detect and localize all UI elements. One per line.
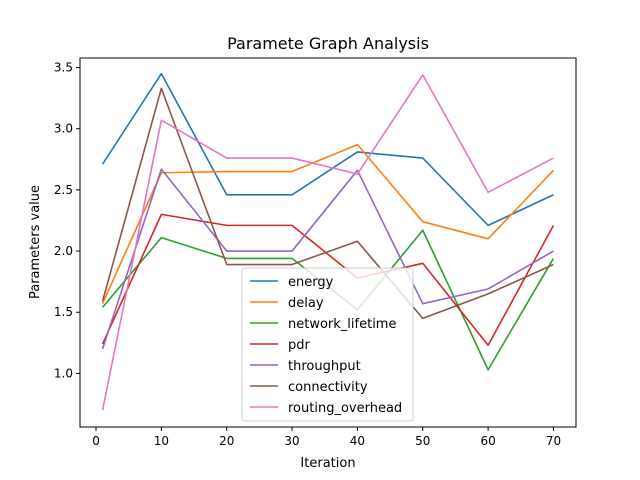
legend-label-pdr: pdr <box>288 338 311 353</box>
legend-box <box>241 267 414 422</box>
x-tick-label: 0 <box>92 434 100 448</box>
y-axis-ticks: 1.0 1.5 2.0 2.5 3.0 3.5 <box>54 61 80 380</box>
legend-label-network-lifetime: network_lifetime <box>288 317 396 332</box>
x-tick-label: 10 <box>154 434 169 448</box>
chart-title: Paramete Graph Analysis <box>227 34 429 53</box>
y-axis-label: Parameters value <box>28 185 43 299</box>
x-axis-label: Iteration <box>300 456 355 471</box>
x-tick-label: 70 <box>546 434 561 448</box>
x-tick-label: 20 <box>219 434 234 448</box>
x-tick-label: 40 <box>350 434 365 448</box>
plot-lines <box>101 72 555 411</box>
legend-label-throughput: throughput <box>288 359 361 374</box>
series-line-delay <box>101 143 555 304</box>
x-tick-label: 30 <box>284 434 299 448</box>
y-tick-label: 1.5 <box>54 305 73 319</box>
legend-label-routing-overhead: routing_overhead <box>288 401 402 416</box>
series-line-pdr <box>101 213 555 347</box>
plot-frame <box>79 57 577 428</box>
y-tick-label: 2.0 <box>54 244 73 258</box>
y-tick-label: 1.0 <box>54 366 73 380</box>
series-line-routing-overhead <box>101 74 554 411</box>
legend-label-delay: delay <box>288 296 324 311</box>
x-axis-ticks: 0 10 20 30 40 50 60 70 <box>92 427 561 448</box>
series-line-energy <box>101 72 554 227</box>
x-tick-label: 50 <box>415 434 430 448</box>
legend-label-energy: energy <box>288 275 334 290</box>
legend-label-connectivity: connectivity <box>288 380 368 395</box>
y-tick-label: 2.5 <box>54 183 73 197</box>
y-tick-label: 3.5 <box>54 61 73 75</box>
series-line-connectivity <box>101 87 554 320</box>
series-line-throughput <box>101 168 554 350</box>
y-tick-label: 3.0 <box>54 122 73 136</box>
x-tick-label: 60 <box>480 434 495 448</box>
